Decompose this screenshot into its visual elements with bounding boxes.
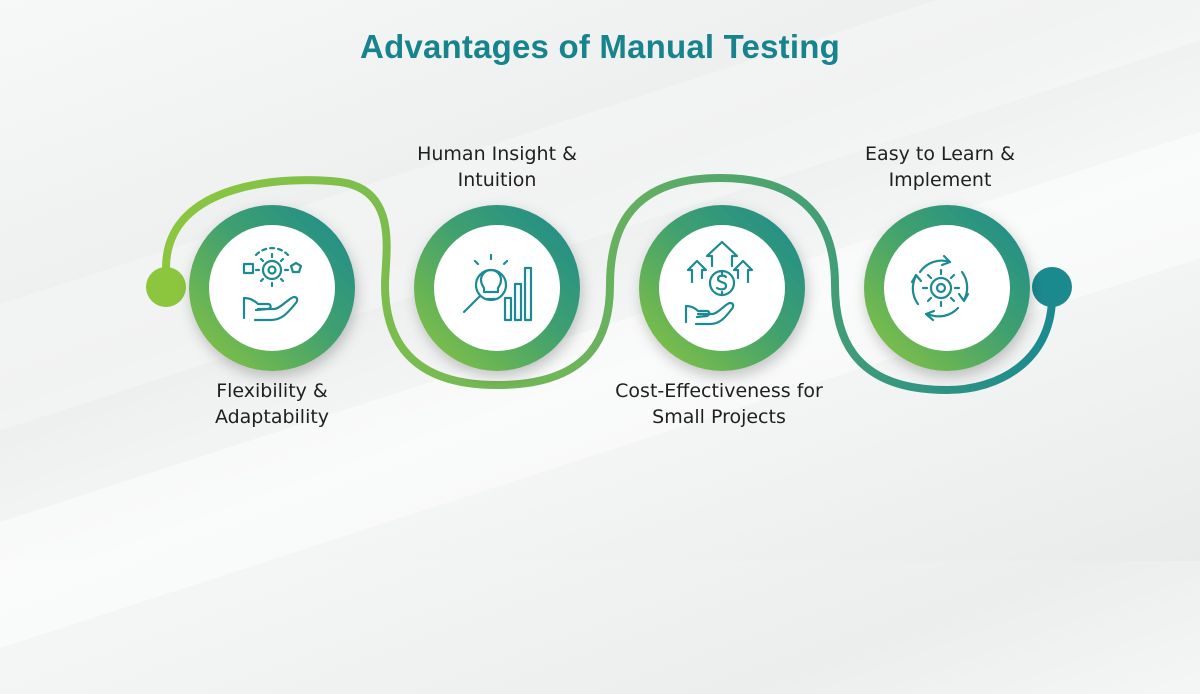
step-2-label-line-2: Intuition <box>457 169 537 191</box>
start-dot <box>146 267 186 307</box>
step-4-label: Easy to Learn & Implement <box>810 141 1070 193</box>
step-2-label-line-1: Human Insight & <box>417 143 577 165</box>
step-4-label-line-1: Easy to Learn & <box>865 143 1015 165</box>
flow-diagram <box>146 173 1072 395</box>
step-3-circle <box>639 205 805 371</box>
gear-cycle-icon <box>910 254 970 322</box>
step-3-label-line-2: Small Projects <box>652 406 786 428</box>
connector-line <box>162 173 1056 395</box>
step-1-label: Flexibility & Adaptability <box>142 378 402 430</box>
page-title: Advantages of Manual Testing <box>360 28 840 65</box>
infographic: Advantages of Manual Testing <box>142 28 1072 430</box>
step-3-label-line-1: Cost-Effectiveness for <box>615 380 823 402</box>
step-3-label: Cost-Effectiveness for Small Projects <box>589 378 849 430</box>
hand-gears-icon <box>242 247 303 322</box>
step-1-circle <box>189 205 355 371</box>
end-dot <box>1032 267 1072 307</box>
bulb-magnifier-chart-icon <box>462 253 533 322</box>
step-4-label-line-2: Implement <box>888 169 992 191</box>
step-1-label-line-2: Adaptability <box>214 406 330 428</box>
dollar-arrows-hand-icon <box>684 240 754 326</box>
step-1-label-line-1: Flexibility & <box>216 380 328 402</box>
step-4-circle <box>864 205 1030 371</box>
step-2-label: Human Insight & Intuition <box>367 141 627 193</box>
